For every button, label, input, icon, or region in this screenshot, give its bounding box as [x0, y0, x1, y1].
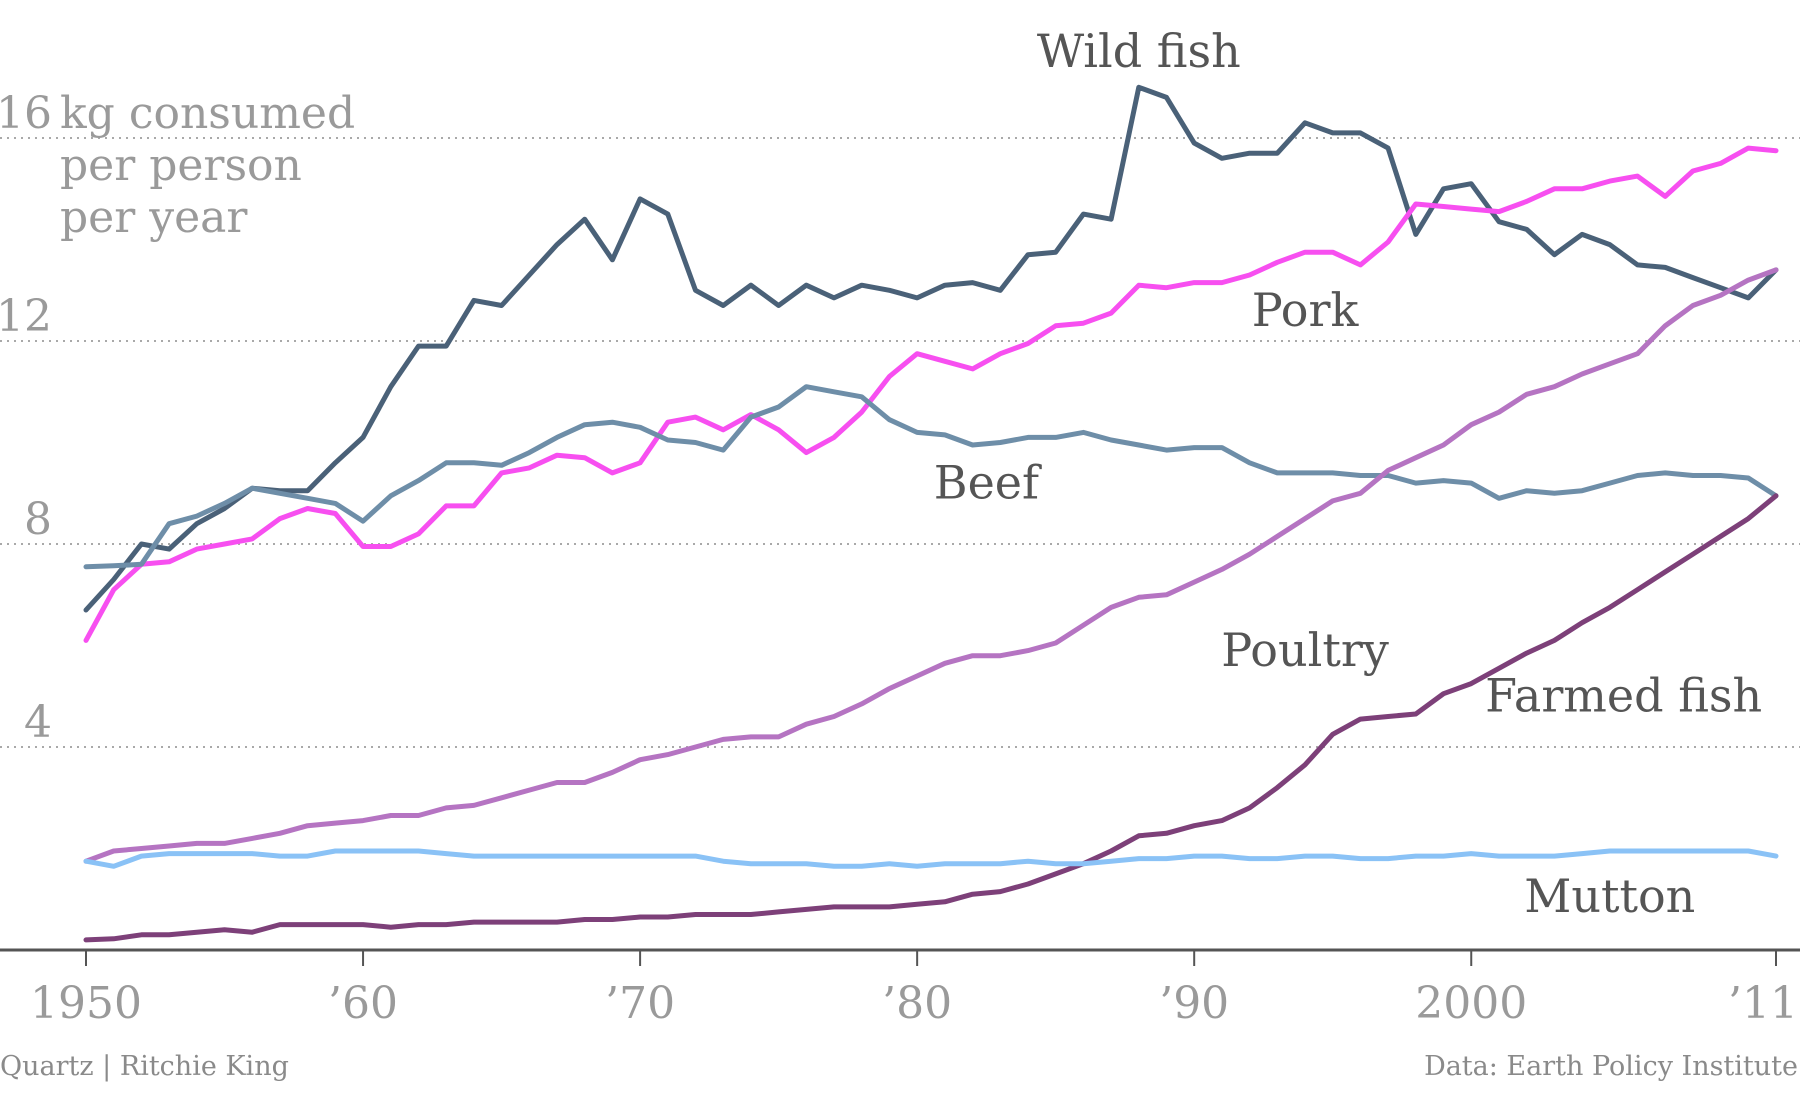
- x-tick-label: ’90: [1159, 978, 1229, 1029]
- x-tick-label: ’60: [328, 978, 398, 1029]
- series-label-pork: Pork: [1252, 283, 1360, 337]
- x-tick-label: 1950: [30, 978, 142, 1029]
- gridlines: [0, 137, 1800, 748]
- y-axis-label-line: per year: [60, 192, 248, 243]
- y-axis-ticks: 4 8 12 16: [0, 88, 52, 748]
- series-label-poultry: Poultry: [1221, 623, 1389, 677]
- x-tick-label: ’80: [882, 978, 952, 1029]
- y-tick-label: 12: [0, 291, 52, 342]
- x-tick-label: 2000: [1415, 978, 1527, 1029]
- x-tick-label: ’70: [605, 978, 675, 1029]
- y-tick-label: 4: [24, 697, 52, 748]
- x-axis-ticks: 1950 ’60 ’70 ’80 ’90 2000 ’11: [30, 950, 1798, 1029]
- series-line-pork: [83, 145, 1779, 643]
- y-tick-label: 16: [0, 88, 52, 139]
- series-labels: Wild fish Pork Beef Poultry Farmed fish Mutto…: [934, 24, 1762, 923]
- source-text: Data: Earth Policy Institute: [1424, 1051, 1798, 1082]
- series-line-mutton: [83, 848, 1779, 869]
- credit-text: Quartz | Ritchie King: [0, 1051, 289, 1082]
- series-label-farmed-fish: Farmed fish: [1485, 668, 1762, 722]
- y-axis-label-line: per person: [60, 140, 302, 191]
- series-label-wild-fish: Wild fish: [1037, 24, 1241, 78]
- series-label-beef: Beef: [934, 455, 1042, 509]
- series-lines: [83, 84, 1779, 943]
- series-line-poultry: [83, 267, 1779, 864]
- series-line-wild-fish: [83, 84, 1779, 613]
- y-tick-label: 8: [24, 494, 52, 545]
- series-label-mutton: Mutton: [1524, 869, 1695, 923]
- x-tick-label: ’11: [1728, 978, 1798, 1029]
- series-line-farmed-fish: [83, 493, 1779, 943]
- series-line-beef: [83, 384, 1779, 570]
- y-axis-label-line: kg consumed: [60, 88, 355, 139]
